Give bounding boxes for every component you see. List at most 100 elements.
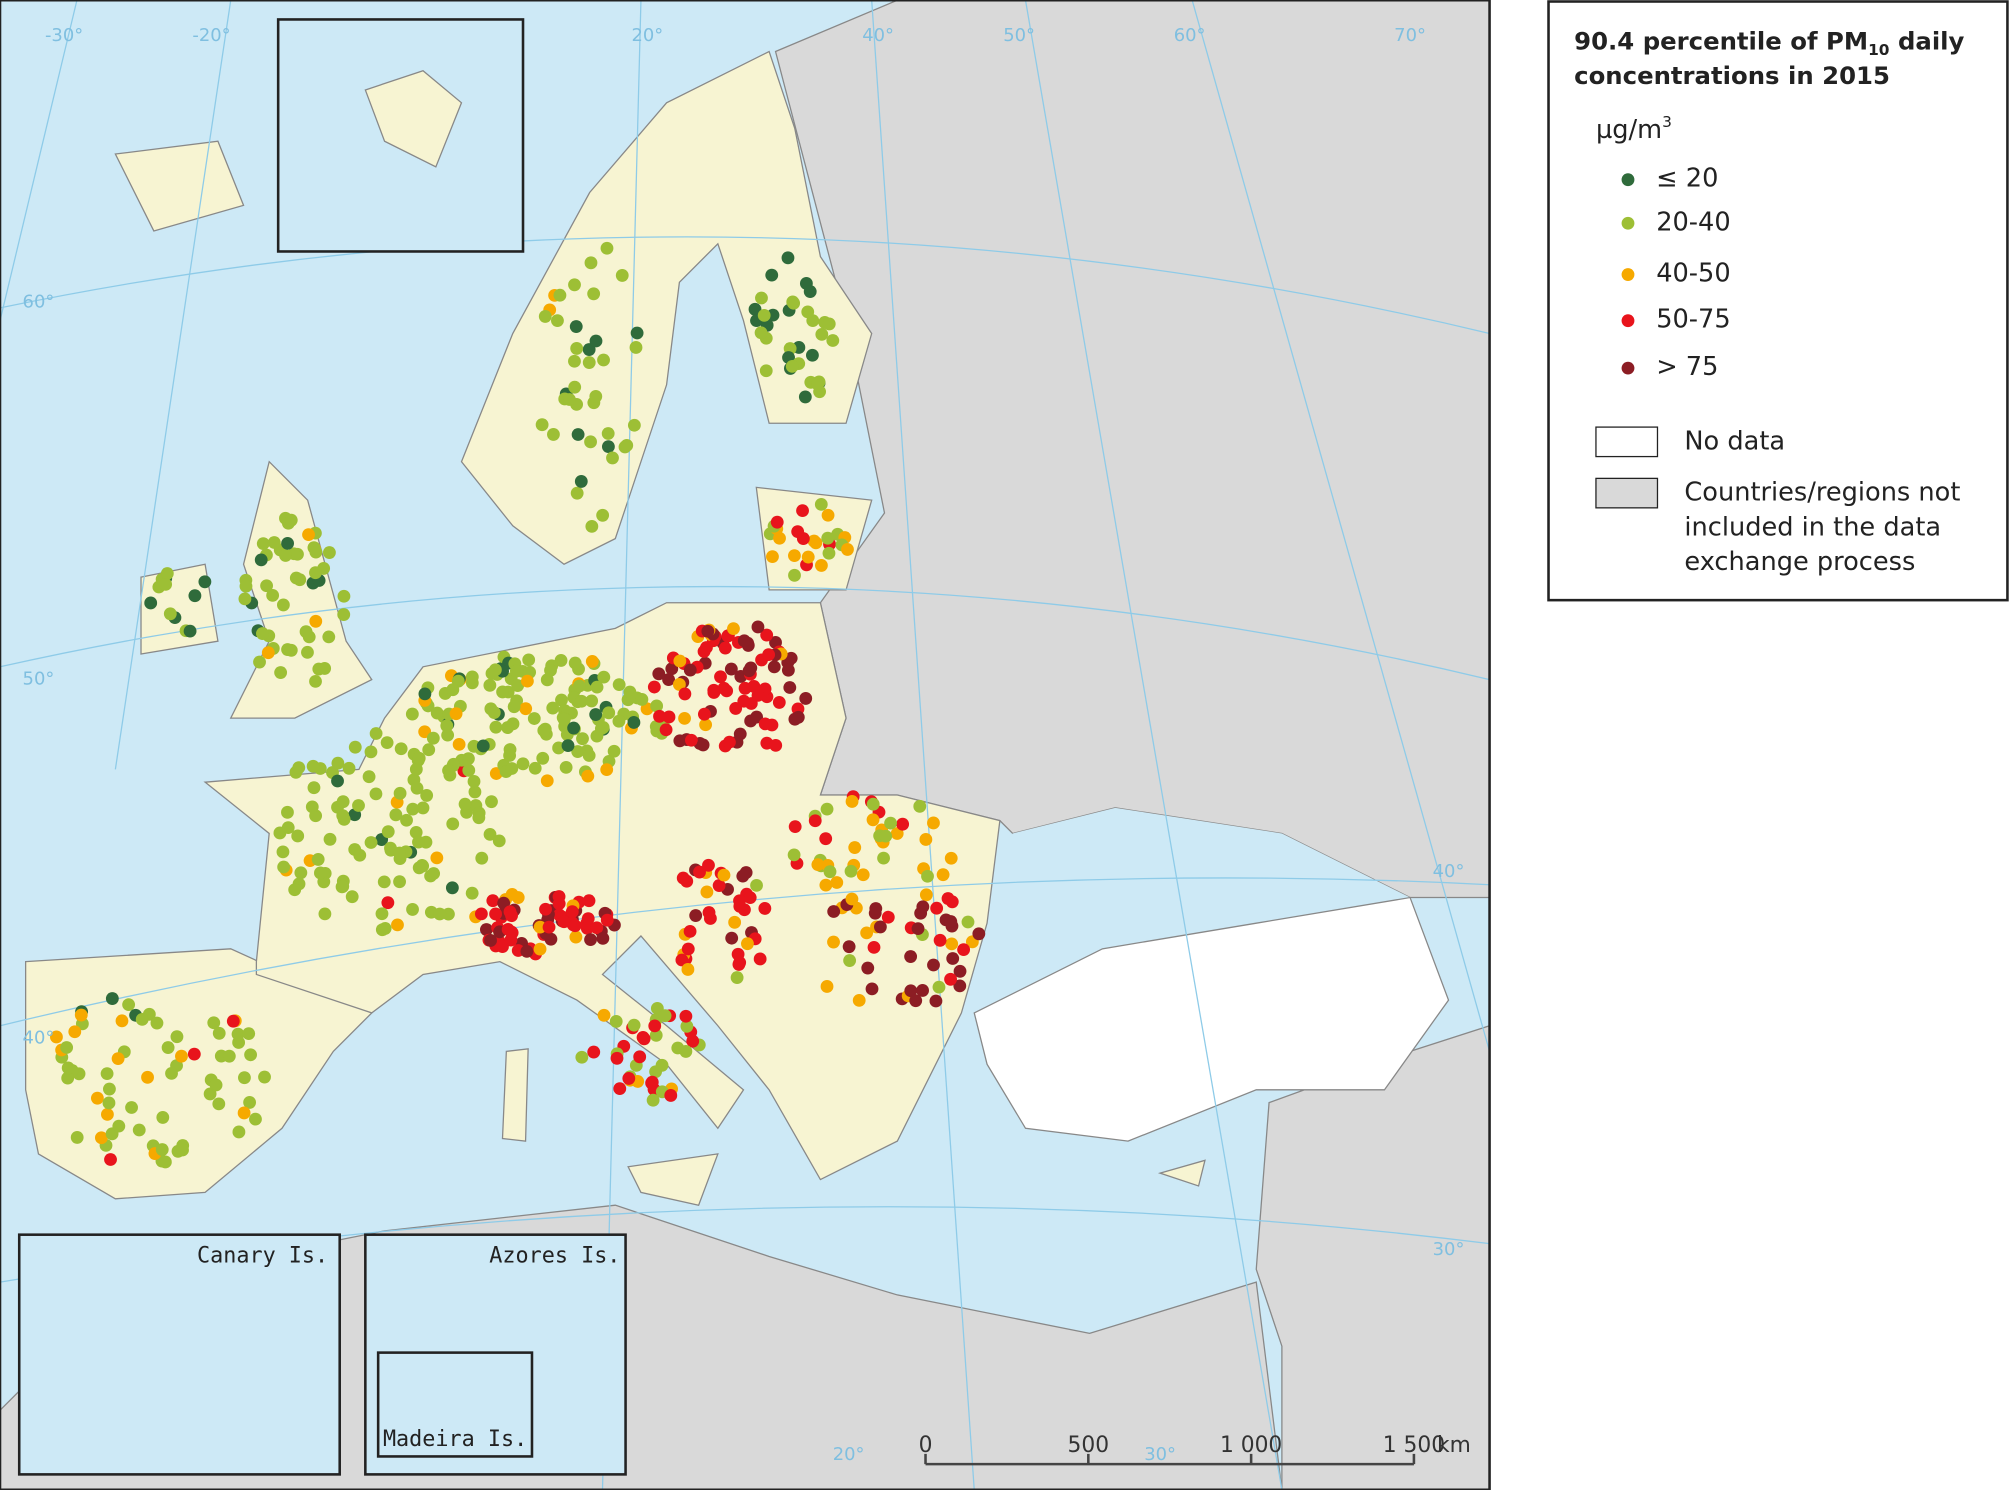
station-dot [791,525,805,539]
station-dot [533,920,547,934]
station-dot [821,508,835,522]
station-dot [474,907,488,921]
station-dot [342,761,356,775]
station-dot [381,896,395,910]
station-dot [678,687,692,701]
station-dot [609,1015,623,1028]
station-dot [507,700,521,714]
station-dot [284,513,298,527]
station-dot [309,545,323,559]
station-dot [520,674,534,688]
station-dot [555,693,568,707]
black-sea [974,807,1411,975]
station-dot [258,1070,271,1084]
station-dot [820,980,834,993]
station-dot [781,251,795,265]
station-dot [866,813,880,827]
station-dot [796,504,809,518]
station-dot [650,699,664,713]
station-dot [826,334,840,347]
station-dot [701,624,715,638]
station-dot [175,1049,188,1063]
station-dot [452,737,466,751]
station-dot [748,302,762,316]
station-dot [676,871,690,885]
station-dot [584,256,598,270]
station-dot [249,1112,262,1126]
legend-label: included in the data [1684,512,1941,542]
station-dot [751,688,765,702]
station-dot [945,937,959,951]
scale-label: 1 000 [1220,1433,1282,1458]
station-dot [442,764,455,777]
station-dot [727,622,740,636]
station-dot [785,359,799,373]
station-dot [449,707,463,721]
station-dot [375,907,389,921]
station-dot [904,950,918,963]
station-dot [786,295,800,309]
station-dot [400,813,413,827]
station-dot [881,910,895,924]
station-dot [582,749,596,762]
graticule-label: 40° [23,1028,55,1049]
station-dot [243,1096,257,1109]
inset-title: Canary Is. [197,1243,328,1268]
station-dot [801,550,815,564]
station-dot [673,734,687,748]
station-dot [759,364,773,378]
station-dot [896,817,910,831]
station-dot [582,894,596,908]
station-dot [773,531,786,545]
station-dot [465,670,479,684]
graticule-label: 40° [862,25,894,46]
station-dot [568,354,581,368]
station-dot [757,308,771,322]
station-dot [936,868,950,882]
station-dot [819,832,833,846]
station-dot [74,1008,88,1022]
station-dot [331,756,345,770]
inset-title: Azores Is. [489,1243,620,1268]
station-dot [575,694,588,708]
station-dot [717,681,731,695]
station-dot [570,486,584,500]
graticule-label: 70° [1394,25,1426,46]
station-dot [409,825,423,839]
legend-label: 20-40 [1656,207,1730,237]
station-dot [544,663,557,677]
station-dot [788,712,802,726]
station-dot [163,607,177,621]
station-dot [331,774,344,788]
station-dot [585,655,599,668]
station-dot [553,288,567,302]
station-dot [597,1008,611,1022]
station-dot [919,833,933,846]
station-dot [369,727,383,740]
station-dot [90,1091,104,1105]
station-dot [416,801,430,815]
station-dot [815,327,829,341]
station-dot [648,1019,662,1033]
station-dot [115,1014,129,1028]
station-dot [635,693,649,706]
station-dot [465,886,479,900]
station-dot [633,1050,647,1064]
station-dot [144,596,158,610]
station-dot [873,920,887,934]
station-dot [750,878,763,892]
station-dot [527,712,541,725]
station-dot [226,1014,240,1028]
station-dot [767,660,781,674]
station-dot [582,343,596,356]
station-dot [485,795,498,809]
station-dot [135,1012,149,1026]
station-dot [486,894,500,908]
inset-svalbard [276,18,525,253]
station-dot [594,722,608,736]
station-dot [822,317,836,331]
station-dot [731,947,745,961]
station-dot [176,1143,189,1157]
station-dot [170,1030,184,1044]
station-dot [728,915,742,929]
